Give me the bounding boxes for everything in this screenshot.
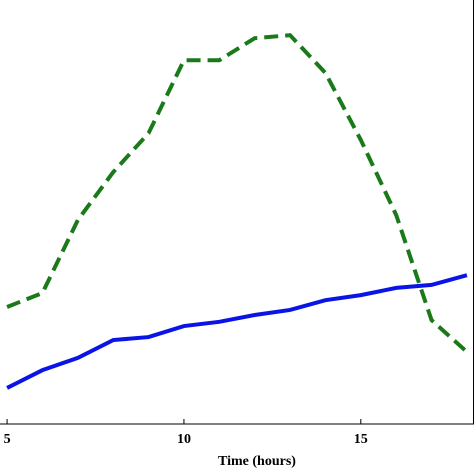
series-line xyxy=(6,33,469,354)
x-tick-label: 10 xyxy=(177,432,191,447)
x-tick-label: 15 xyxy=(354,432,368,447)
x-axis-label: Time (hours) xyxy=(218,454,296,469)
x-tick-label: 5 xyxy=(4,432,11,447)
series-line xyxy=(6,273,468,390)
